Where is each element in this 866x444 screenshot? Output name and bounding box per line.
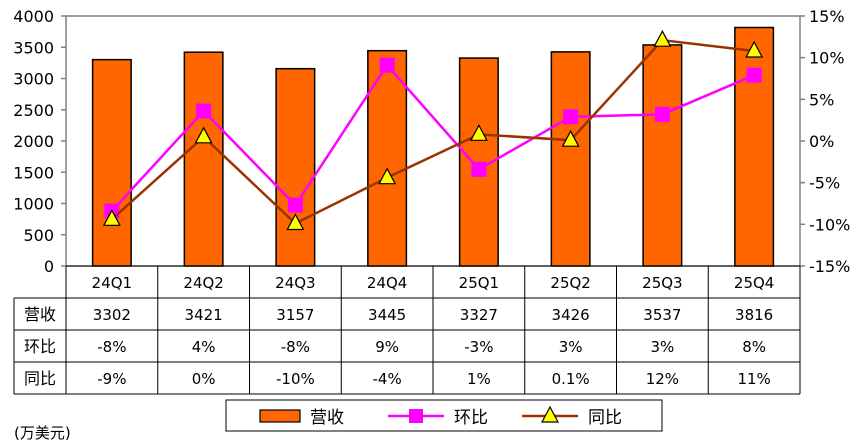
table-row-label: 营收: [24, 305, 56, 324]
legend-swatch-bar: [259, 409, 301, 423]
left-axis-tick-label: 4000: [13, 7, 54, 26]
yoy-point: [286, 213, 305, 231]
table-cell: -3%: [464, 338, 493, 356]
category-label: 24Q4: [367, 274, 407, 292]
data-table: 24Q1 24Q2 24Q3 24Q4 25Q1 25Q2 25Q3 25Q4 营收 3302 34…: [13, 265, 801, 395]
right-axis-tick-label: 10%: [809, 49, 845, 68]
right-axis-tick-label: 15%: [809, 7, 845, 26]
table-cell: -4%: [373, 370, 402, 388]
category-label: 24Q1: [92, 274, 132, 292]
revenue-bar: [367, 49, 408, 267]
left-axis-tick-label: 500: [23, 226, 54, 245]
table-cell: 11%: [737, 370, 770, 388]
yoy-point: [745, 40, 764, 58]
right-axis-tick-label: -15%: [809, 257, 850, 276]
yoy-point: [561, 129, 580, 147]
yoy-point: [102, 209, 121, 226]
yoy-point: [469, 124, 488, 141]
table-cell: 3%: [559, 338, 583, 356]
table-cell: 3537: [643, 306, 681, 324]
yoy-point: [653, 29, 672, 47]
table-cell: 4%: [192, 338, 216, 356]
table-cell: 8%: [742, 338, 766, 356]
left-axis-tick-label: 1500: [13, 163, 54, 182]
qoq-point: [563, 109, 579, 125]
qoq-point: [287, 197, 303, 213]
table-cell: 0%: [192, 370, 216, 388]
category-label: 24Q2: [183, 274, 223, 292]
table-row-label: 环比: [24, 337, 56, 356]
table-cell: 3327: [460, 306, 498, 324]
left-axis-tick-label: 2000: [13, 132, 54, 151]
legend: 营收 环比 同比: [225, 399, 663, 432]
left-axis-tick-label: 3000: [13, 70, 54, 89]
qoq-line: [110, 63, 755, 212]
category-label: 25Q4: [734, 274, 774, 292]
axes: 4000 3500 3000 2500 2000 1500 1000 500 0 15% 10% 5%…: [13, 7, 850, 276]
unit-note: (万美元): [14, 424, 71, 442]
table-cell: -9%: [97, 370, 126, 388]
legend-swatch-marker: [541, 405, 559, 423]
category-label: 25Q1: [459, 274, 499, 292]
qoq-point: [379, 57, 395, 73]
table-cell: 3302: [93, 306, 131, 324]
table-cell: 0.1%: [552, 370, 590, 388]
yoy-line: [111, 38, 755, 226]
right-axis-tick-label: -5%: [809, 174, 840, 193]
revenue-bar: [642, 44, 683, 267]
revenue-bar: [550, 51, 591, 267]
table-cell: 3157: [276, 306, 314, 324]
table-cell: -10%: [276, 370, 315, 388]
line-series: [102, 29, 764, 231]
left-axis-tick-label: 3500: [13, 38, 54, 57]
right-axis-tick-label: 0%: [809, 132, 834, 151]
bar-series: [91, 26, 775, 267]
revenue-bar: [91, 58, 132, 267]
qoq-point: [471, 161, 487, 177]
table-cell: 9%: [375, 338, 399, 356]
table-cell: 3816: [735, 306, 773, 324]
yoy-point: [194, 126, 213, 144]
category-label: 25Q2: [550, 274, 590, 292]
revenue-bar: [275, 67, 316, 267]
revenue-bar: [734, 26, 775, 267]
left-axis-tick-label: 2500: [13, 101, 54, 120]
left-axis-tick-label: 1000: [13, 195, 54, 214]
right-axis-tick-label: 5%: [809, 90, 834, 109]
table-cell: 3421: [185, 306, 223, 324]
qoq-point: [654, 106, 670, 122]
legend-label: 营收: [310, 408, 344, 428]
category-label: 24Q3: [275, 274, 315, 292]
revenue-bar: [183, 51, 224, 267]
table-cell: 3445: [368, 306, 406, 324]
yoy-point: [378, 167, 397, 185]
qoq-point: [746, 67, 762, 83]
legend-label: 同比: [588, 408, 622, 428]
table-cell: 3%: [650, 338, 674, 356]
left-axis-tick-label: 0: [44, 257, 54, 276]
table-cell: 3426: [552, 306, 590, 324]
right-axis-tick-label: -10%: [809, 215, 850, 234]
table-cell: 12%: [646, 370, 679, 388]
table-cell: -8%: [97, 338, 126, 356]
category-label: 25Q3: [642, 274, 682, 292]
table-row-label: 同比: [24, 369, 56, 388]
table-cell: 1%: [467, 370, 491, 388]
legend-label: 环比: [454, 408, 488, 428]
qoq-point: [196, 103, 212, 119]
table-cell: -8%: [281, 338, 310, 356]
legend-swatch-marker: [409, 409, 423, 423]
